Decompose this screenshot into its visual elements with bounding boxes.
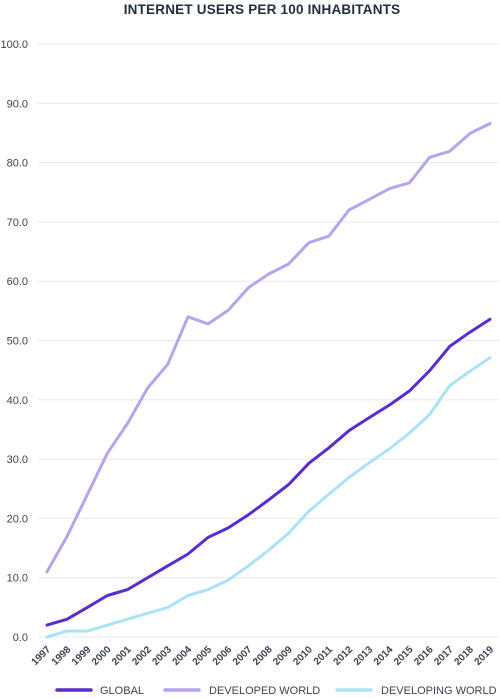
y-axis: 0.0 10.0 20.0 30.0 40.0 50.0 60.0 70.0 80.0 90.0 1…: [0, 39, 28, 644]
legend-label-global: GLOBAL: [100, 685, 144, 697]
x-tick-label: 1998: [50, 644, 74, 668]
y-tick-label: 10.0: [7, 573, 28, 585]
x-tick-label: 2005: [191, 644, 215, 668]
x-tick-label: 2000: [90, 644, 114, 668]
x-tick-label: 1997: [30, 644, 54, 668]
series-line-developed-world: [45, 122, 492, 574]
legend: GLOBAL DEVELOPED WORLD DEVELOPING WORLD: [55, 685, 497, 697]
y-tick-label: 100.0: [0, 39, 28, 51]
x-tick-label: 2017: [432, 644, 456, 668]
y-tick-label: 30.0: [7, 454, 28, 466]
x-tick-label: 2014: [372, 644, 396, 668]
x-tick-label: 2008: [251, 644, 275, 668]
y-tick-label: 70.0: [7, 217, 28, 229]
x-tick-label: 2006: [211, 644, 235, 668]
grid: [38, 43, 498, 638]
y-tick-label: 0.0: [13, 632, 28, 644]
x-tick-label: 2009: [271, 644, 295, 668]
chart-title: INTERNET USERS PER 100 INHABITANTS: [124, 2, 401, 17]
x-tick-label: 2007: [231, 644, 255, 668]
x-tick-label: 2016: [412, 644, 436, 668]
y-tick-label: 50.0: [7, 336, 28, 348]
x-tick-label: 1999: [70, 644, 94, 668]
x-tick-label: 2001: [110, 644, 134, 668]
x-tick-label: 2002: [130, 644, 154, 668]
legend-label-developed-world: DEVELOPED WORLD: [209, 685, 320, 697]
x-tick-label: 2003: [150, 644, 174, 668]
x-tick-label: 2012: [332, 644, 356, 668]
legend-label-developing-world: DEVELOPING WORLD: [381, 685, 497, 697]
y-tick-label: 60.0: [7, 276, 28, 288]
series-line-developing-world: [45, 356, 492, 639]
x-tick-label: 2015: [392, 644, 416, 668]
y-tick-label: 40.0: [7, 395, 28, 407]
x-tick-label: 2010: [291, 644, 315, 668]
series-lines: [45, 122, 492, 639]
y-tick-label: 80.0: [7, 158, 28, 170]
x-tick-label: 2019: [473, 644, 497, 668]
series-line-global: [45, 317, 492, 627]
x-axis: 1997199819992000200120022003200420052006…: [30, 644, 497, 668]
x-tick-label: 2004: [171, 644, 195, 668]
x-tick-label: 2018: [452, 644, 476, 668]
x-tick-label: 2011: [312, 644, 335, 667]
y-tick-label: 90.0: [7, 98, 28, 110]
x-tick-label: 2013: [352, 644, 376, 668]
y-tick-label: 20.0: [7, 513, 28, 525]
